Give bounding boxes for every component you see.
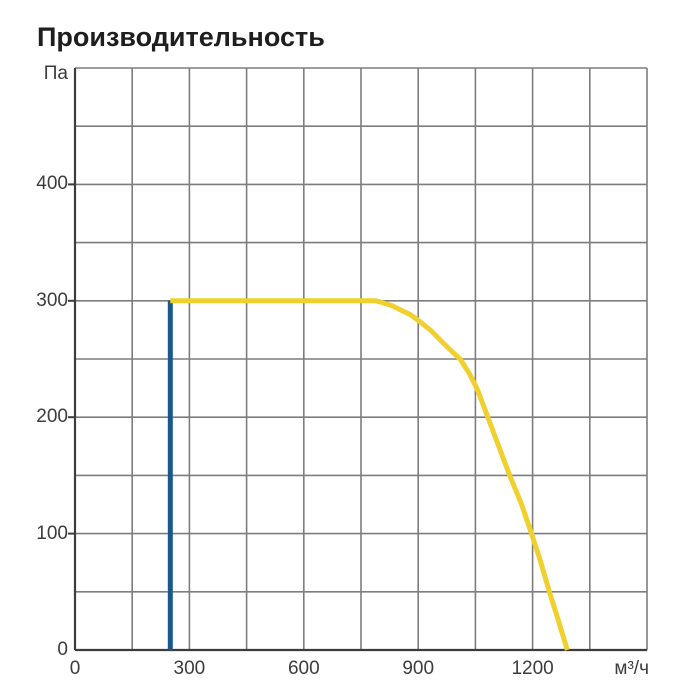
- x-tick-label: 300: [173, 658, 206, 679]
- x-tick-label: 900: [402, 658, 435, 679]
- page-title: Производительность: [37, 22, 325, 52]
- x-tick-label: 600: [287, 658, 320, 679]
- fan-performance-curve: [170, 298, 570, 651]
- y-tick-label: 300: [36, 289, 68, 311]
- x-tick-label: 0: [69, 658, 81, 679]
- x-tick-label: 1200: [511, 658, 554, 679]
- y-tick-label: 0: [57, 639, 68, 660]
- x-axis-unit-label: м³/ч: [614, 658, 649, 679]
- y-axis-unit-label: Па: [43, 63, 68, 84]
- y-tick-label: 200: [36, 406, 68, 428]
- y-tick-label: 100: [36, 522, 68, 544]
- y-tick-label: 400: [36, 173, 68, 195]
